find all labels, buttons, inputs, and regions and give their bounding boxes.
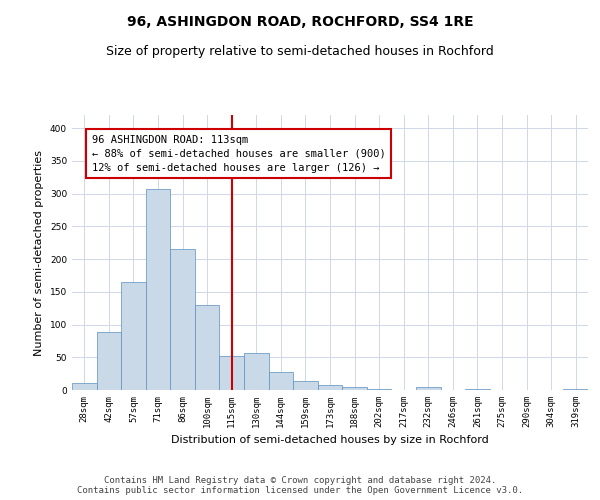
Bar	[465, 388, 490, 390]
Y-axis label: Number of semi-detached properties: Number of semi-detached properties	[34, 150, 44, 356]
Bar	[367, 388, 391, 390]
Bar	[293, 381, 318, 390]
Text: 96, ASHINGDON ROAD, ROCHFORD, SS4 1RE: 96, ASHINGDON ROAD, ROCHFORD, SS4 1RE	[127, 15, 473, 29]
Bar	[146, 189, 170, 390]
Bar	[416, 388, 440, 390]
Bar	[342, 388, 367, 390]
Bar	[97, 332, 121, 390]
Text: Size of property relative to semi-detached houses in Rochford: Size of property relative to semi-detach…	[106, 45, 494, 58]
Bar	[121, 282, 146, 390]
Bar	[195, 305, 220, 390]
Text: 96 ASHINGDON ROAD: 113sqm
← 88% of semi-detached houses are smaller (900)
12% of: 96 ASHINGDON ROAD: 113sqm ← 88% of semi-…	[92, 134, 385, 172]
Bar	[269, 372, 293, 390]
Bar	[244, 352, 269, 390]
Bar	[563, 388, 588, 390]
X-axis label: Distribution of semi-detached houses by size in Rochford: Distribution of semi-detached houses by …	[171, 436, 489, 446]
Bar	[72, 384, 97, 390]
Bar	[220, 356, 244, 390]
Bar	[318, 385, 342, 390]
Text: Contains HM Land Registry data © Crown copyright and database right 2024.
Contai: Contains HM Land Registry data © Crown c…	[77, 476, 523, 495]
Bar	[170, 249, 195, 390]
